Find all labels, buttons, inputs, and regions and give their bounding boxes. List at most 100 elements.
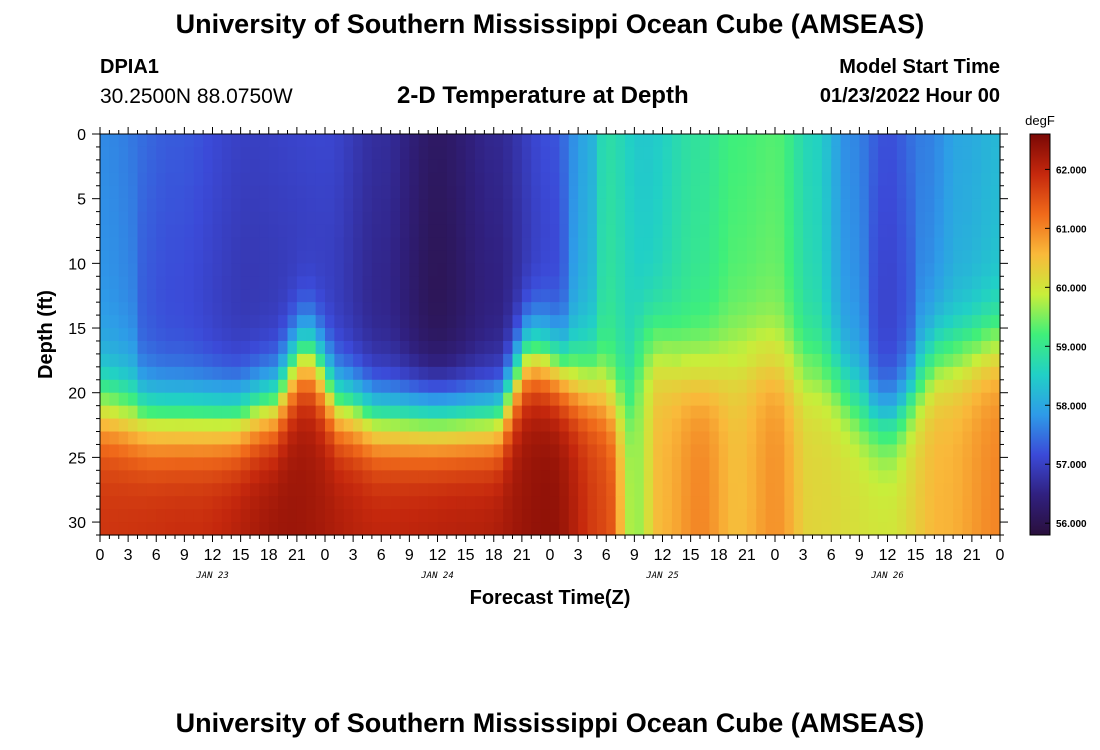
heat-cell xyxy=(128,328,139,342)
heat-cell xyxy=(268,444,279,458)
heat-cell xyxy=(540,315,551,329)
page-title-repeat: University of Southern Mississippi Ocean… xyxy=(175,708,925,738)
heat-cell xyxy=(634,431,645,446)
heat-cell xyxy=(550,198,560,213)
heat-cell xyxy=(268,496,279,510)
heat-cell xyxy=(550,470,560,484)
heat-cell xyxy=(259,315,270,329)
heat-cell xyxy=(559,340,570,355)
heat-cell xyxy=(728,134,739,148)
heat-cell xyxy=(184,276,195,290)
heat-cell xyxy=(418,146,429,161)
heat-cell xyxy=(175,509,185,523)
heat-cell xyxy=(118,211,129,226)
heat-cell xyxy=(775,353,785,368)
heat-cell xyxy=(109,159,120,174)
heat-cell xyxy=(203,224,214,239)
heat-cell xyxy=(634,250,645,264)
heat-cell xyxy=(606,470,617,484)
heat-cell xyxy=(137,366,148,381)
heat-cell xyxy=(212,211,223,226)
heat-cell xyxy=(512,444,523,458)
heat-cell xyxy=(418,496,429,510)
heat-cell xyxy=(981,431,992,446)
heat-cell xyxy=(709,353,720,368)
heat-cell xyxy=(381,224,392,239)
heat-cell xyxy=(596,340,607,355)
heat-cell xyxy=(456,483,467,497)
heat-cell xyxy=(343,418,354,433)
heat-cell xyxy=(971,444,982,458)
heat-cell xyxy=(334,496,345,510)
heat-cell xyxy=(437,340,448,355)
heat-cell xyxy=(400,509,410,523)
heat-cell xyxy=(812,366,823,381)
heat-cell xyxy=(325,340,335,355)
heat-cell xyxy=(296,172,307,187)
heat-cell xyxy=(831,470,842,484)
heat-cell xyxy=(109,146,120,161)
heat-cell xyxy=(250,134,260,148)
heat-cell xyxy=(765,224,776,239)
heat-cell xyxy=(859,315,870,329)
heat-cell xyxy=(437,302,448,316)
heat-cell xyxy=(521,328,532,342)
heat-cell xyxy=(118,224,129,239)
heat-cell xyxy=(671,172,682,187)
heat-cell xyxy=(137,172,148,187)
heat-cell xyxy=(306,237,317,252)
heat-cell xyxy=(446,263,457,277)
heat-cell xyxy=(812,328,823,342)
heat-cell xyxy=(793,405,804,420)
heat-cell xyxy=(700,276,710,290)
heat-cell xyxy=(156,302,167,316)
heat-cell xyxy=(896,431,907,446)
heat-cell xyxy=(512,159,523,174)
heat-cell xyxy=(634,392,645,407)
heat-cell xyxy=(456,379,467,394)
heat-cell xyxy=(437,457,448,471)
heat-cell xyxy=(615,237,626,252)
heat-cell xyxy=(906,172,917,187)
heat-cell xyxy=(840,496,851,510)
heat-cell xyxy=(390,134,401,148)
heat-cell xyxy=(184,263,195,277)
heat-cell xyxy=(953,353,964,368)
heat-cell xyxy=(146,289,157,303)
heat-cell xyxy=(343,366,354,381)
heat-cell xyxy=(221,353,232,368)
heat-cell xyxy=(137,185,148,200)
heat-cell xyxy=(981,211,992,226)
heat-cell xyxy=(521,146,532,161)
heat-cell xyxy=(540,250,551,264)
heat-cell xyxy=(728,470,739,484)
heat-cell xyxy=(493,431,504,446)
heat-cell xyxy=(596,405,607,420)
heat-cell xyxy=(587,289,598,303)
heat-cell xyxy=(306,470,317,484)
heat-cell xyxy=(146,263,157,277)
heat-cell xyxy=(240,431,251,446)
heat-cell xyxy=(953,418,964,433)
heat-cell xyxy=(718,328,729,342)
heat-cell xyxy=(362,250,373,264)
heat-cell xyxy=(981,457,992,471)
heat-cell xyxy=(165,483,176,497)
heat-cell xyxy=(578,289,589,303)
heat-cell xyxy=(671,315,682,329)
heat-cell xyxy=(484,134,495,148)
heat-cell xyxy=(840,172,851,187)
heat-cell xyxy=(362,134,373,148)
heat-cell xyxy=(784,315,795,329)
heat-cell xyxy=(971,224,982,239)
heat-cell xyxy=(775,198,785,213)
heat-cell xyxy=(156,328,167,342)
heat-cell xyxy=(503,470,514,484)
heat-cell xyxy=(878,302,889,316)
heat-cell xyxy=(896,509,907,523)
heat-cell xyxy=(437,496,448,510)
heat-cell xyxy=(850,405,860,420)
heat-cell xyxy=(315,340,326,355)
heat-cell xyxy=(906,289,917,303)
heat-cell xyxy=(100,146,110,161)
